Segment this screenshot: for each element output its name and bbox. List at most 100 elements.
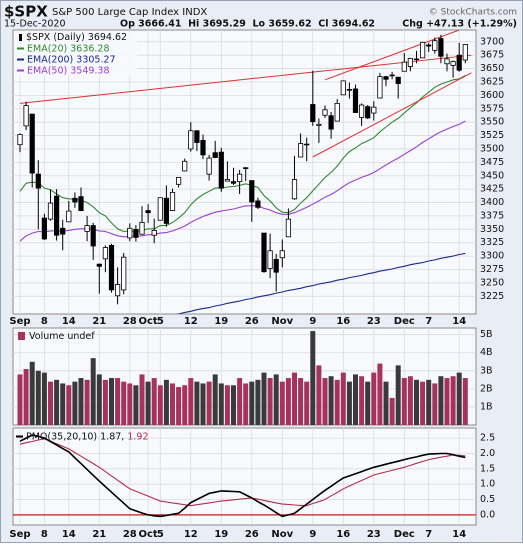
x-tick-label: 7	[425, 316, 432, 327]
legend-icon	[18, 332, 25, 340]
x-tick-label: Oct	[138, 529, 157, 540]
volume-bar	[200, 383, 206, 425]
watermark: © StockCharts.com	[429, 8, 517, 18]
candle-body	[139, 221, 145, 235]
x-tick-label: 14	[452, 316, 466, 327]
y-tick-label: 3B	[480, 365, 493, 376]
x-tick-label: 19	[214, 529, 228, 540]
candle-body	[243, 167, 249, 169]
index-name: S&P 500 Large Cap Index INDX	[52, 7, 207, 18]
y-tick-label: 3675	[480, 50, 504, 61]
candle-body	[236, 173, 243, 183]
candle-body	[407, 58, 414, 67]
legend-icon	[19, 34, 22, 41]
volume-bar	[218, 383, 224, 425]
x-tick-label: 12	[184, 316, 198, 327]
candle-body	[346, 89, 353, 91]
y-tick-label: 3375	[480, 210, 504, 221]
y-tick-label: 4B	[480, 347, 493, 358]
volume-bar	[328, 376, 334, 425]
candle-body	[90, 225, 96, 247]
x-tick-label: 8	[41, 529, 48, 540]
candle-body	[133, 228, 139, 238]
candle-body	[121, 256, 127, 291]
candle-body	[66, 210, 72, 223]
candle-body	[316, 123, 322, 126]
candle-body	[175, 176, 182, 185]
candle-body	[96, 263, 102, 267]
volume-bar	[353, 374, 358, 425]
candle-body	[145, 210, 151, 214]
candle-body	[285, 218, 292, 238]
y-tick-label: 3500	[480, 143, 504, 154]
volume-bar	[438, 376, 444, 425]
x-tick-label: 28	[123, 529, 137, 540]
candle-body	[212, 152, 218, 158]
y-tick-label: 3575	[480, 103, 504, 114]
candle-body	[127, 227, 133, 239]
candle-body	[462, 44, 468, 61]
y-tick-label: 0.0	[480, 509, 495, 520]
candle-body	[328, 115, 334, 130]
volume-bar	[17, 374, 23, 425]
legend-label: EMA(20) 3636.28	[27, 43, 110, 54]
pmo-line	[19, 438, 466, 507]
x-tick-label: 14	[452, 529, 466, 540]
volume-bar	[41, 372, 47, 425]
y-tick-label: 3475	[480, 157, 504, 168]
x-tick-label: 14	[62, 316, 76, 327]
volume-bar	[237, 378, 243, 425]
candle-body	[334, 103, 340, 122]
candle-body	[456, 54, 462, 71]
y-tick-label: 3650	[480, 63, 504, 74]
candle-body	[438, 38, 444, 57]
y-tick-label: 3400	[480, 197, 504, 208]
date: 15-Dec-2020	[4, 19, 66, 30]
candle-body	[230, 181, 237, 184]
quote: Op 3666.41 Hi 3695.29 Lo 3659.62 Cl 3694…	[120, 19, 375, 30]
legend-value: 3636.28	[70, 43, 109, 54]
volume-bar	[212, 374, 218, 425]
legend-label: PMO(35,20,10) 1.87, 1.92	[26, 431, 149, 442]
y-tick-label: 2.0	[480, 448, 495, 459]
volume-bar	[206, 381, 212, 425]
candle-body	[206, 157, 212, 175]
y-tick-label: 3300	[480, 251, 504, 262]
candle-body	[200, 139, 206, 156]
candle-body	[29, 113, 35, 174]
y-tick-label: 3525	[480, 130, 504, 141]
candle-body	[383, 76, 389, 80]
volume-bar	[426, 379, 432, 425]
candle-body	[102, 247, 108, 260]
x-tick-label: 16	[336, 316, 350, 327]
candle-body	[291, 179, 298, 200]
volume-bar	[115, 378, 121, 425]
y-tick-label: 3450	[480, 170, 504, 181]
legend-value: 1.92	[127, 431, 148, 442]
volume-bar	[249, 381, 255, 425]
volume-bar	[145, 381, 151, 425]
volume-bar	[407, 376, 413, 425]
marks: 3225 3250 3275 3300 3325 3350 3375 3400 3425 3450…	[9, 30, 504, 540]
volume-bar	[194, 381, 200, 425]
legend-value: 3549.38	[70, 65, 109, 76]
volume-bar	[96, 374, 102, 425]
x-tick-label: 21	[92, 529, 106, 540]
y-tick-label: 3225	[480, 291, 504, 302]
volume-bar	[298, 378, 304, 425]
candle-body	[389, 74, 395, 77]
volume-bar	[182, 385, 188, 425]
change: Chg +47.13 (+1.29%)	[402, 19, 517, 30]
y-tick-label: 3250	[480, 277, 504, 288]
candle-body	[169, 191, 176, 211]
y-tick-label: 3550	[480, 117, 504, 128]
candle-body	[371, 106, 377, 114]
volume-bar	[139, 374, 145, 425]
legend-name: EMA(200)	[27, 54, 73, 65]
volume-bar	[170, 383, 175, 425]
trendline	[312, 72, 472, 158]
volume-bar	[224, 385, 230, 425]
volume-bar	[151, 378, 157, 425]
candle-body	[352, 88, 359, 113]
